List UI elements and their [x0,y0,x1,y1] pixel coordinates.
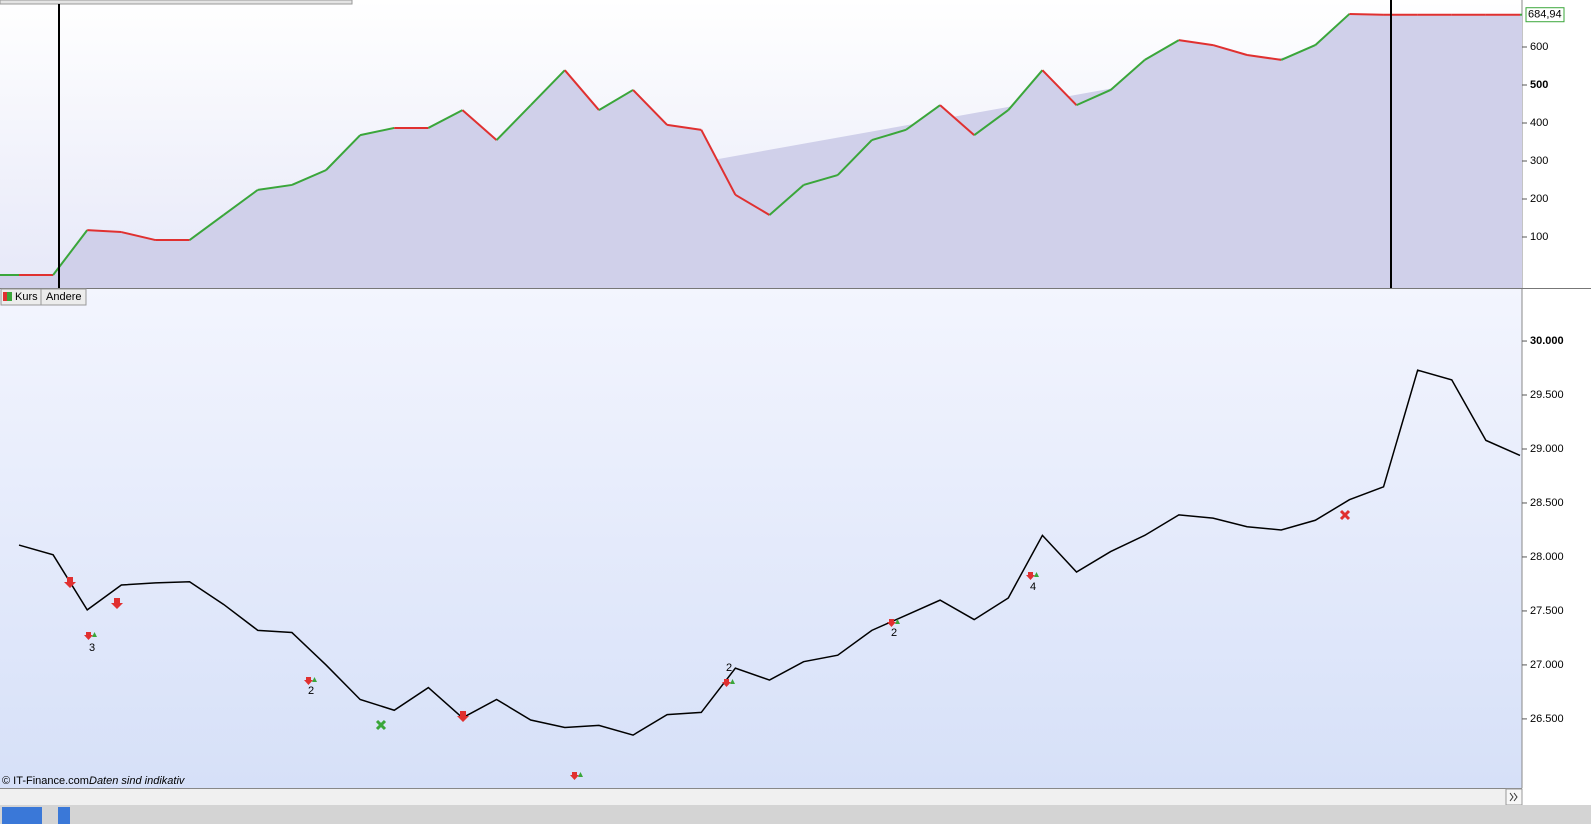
y-tick-label: 500 [1530,79,1548,91]
line-segment [1246,53,1282,61]
signal-count: 2 [308,685,314,697]
title-strip [0,0,353,5]
line-segment [257,183,293,191]
line-segment [223,189,259,216]
y-tick-label: 100 [1530,231,1548,243]
copyright: © IT-Finance.com [2,775,89,787]
y-tick-label: 29.000 [1530,443,1564,455]
line-segment [495,104,532,141]
value-marker-label: 684,94 [1528,9,1562,21]
y-tick-label: 30.000 [1530,335,1564,347]
line-segment [803,174,839,186]
scroll-icon [1509,792,1518,802]
line-segment [667,123,702,131]
line-segment [1007,69,1044,111]
signal-count: 2 [726,662,732,674]
line-segment [188,214,225,241]
tab-label[interactable]: Kurs [15,291,38,303]
status-button[interactable] [58,807,70,824]
line-segment [121,231,156,242]
area [0,13,1522,288]
line-segment [461,109,498,141]
status-button[interactable] [2,807,42,824]
line-segment [598,89,634,111]
line-segment [1109,59,1146,91]
y-tick-label: 28.000 [1530,551,1564,563]
value-marker [1525,7,1565,23]
line-segment [768,184,805,216]
price-line [18,369,1521,736]
line-segment [871,128,907,142]
line-segment [1076,89,1112,107]
line-segment [1280,44,1316,61]
y-tick-label: 26.500 [1530,713,1564,725]
y-tick-label: 27.500 [1530,605,1564,617]
line-segment [973,109,1009,136]
y-tick-label: 400 [1530,117,1548,129]
line-segment [1178,39,1214,47]
signals [64,509,1351,780]
bottom-panel [0,289,1522,788]
line-segment [700,129,737,196]
line-segment [734,193,771,216]
x-axis-area [0,788,1522,805]
y-tick-label: 27.000 [1530,659,1564,671]
line-segment [837,139,873,176]
line-segment [87,229,122,234]
line-segment [1314,13,1351,46]
y-tick-label: 28.500 [1530,497,1564,509]
line-segment [564,69,600,111]
line-segment [1144,39,1180,61]
line-segment [325,134,361,171]
line-segment [359,126,395,137]
line-segment [939,104,975,136]
y-tick-label: 29.500 [1530,389,1564,401]
disclaimer: Daten sind indikativ [89,775,186,787]
signal-count: 4 [1030,581,1036,593]
signal-count: 2 [891,627,897,639]
y-tick-label: 300 [1530,155,1548,167]
line-segment [427,109,463,129]
line-segment [1349,12,1384,16]
line-segment [529,69,566,106]
line-segment [905,104,941,131]
tab[interactable] [40,288,87,306]
signal-count: 3 [89,642,95,654]
status-bar [0,805,1591,824]
tab-icon [3,292,7,301]
line-segment [1041,69,1078,106]
scroll-button[interactable] [1505,788,1523,806]
line-segment [632,89,668,126]
y-axis-area [1522,0,1591,788]
line-segment [1212,44,1248,56]
tab-icon [3,292,12,301]
y-tick-label: 600 [1530,41,1548,53]
line-segment [291,169,327,186]
y-tick-label: 200 [1530,193,1548,205]
tab-label[interactable]: Andere [46,291,81,303]
